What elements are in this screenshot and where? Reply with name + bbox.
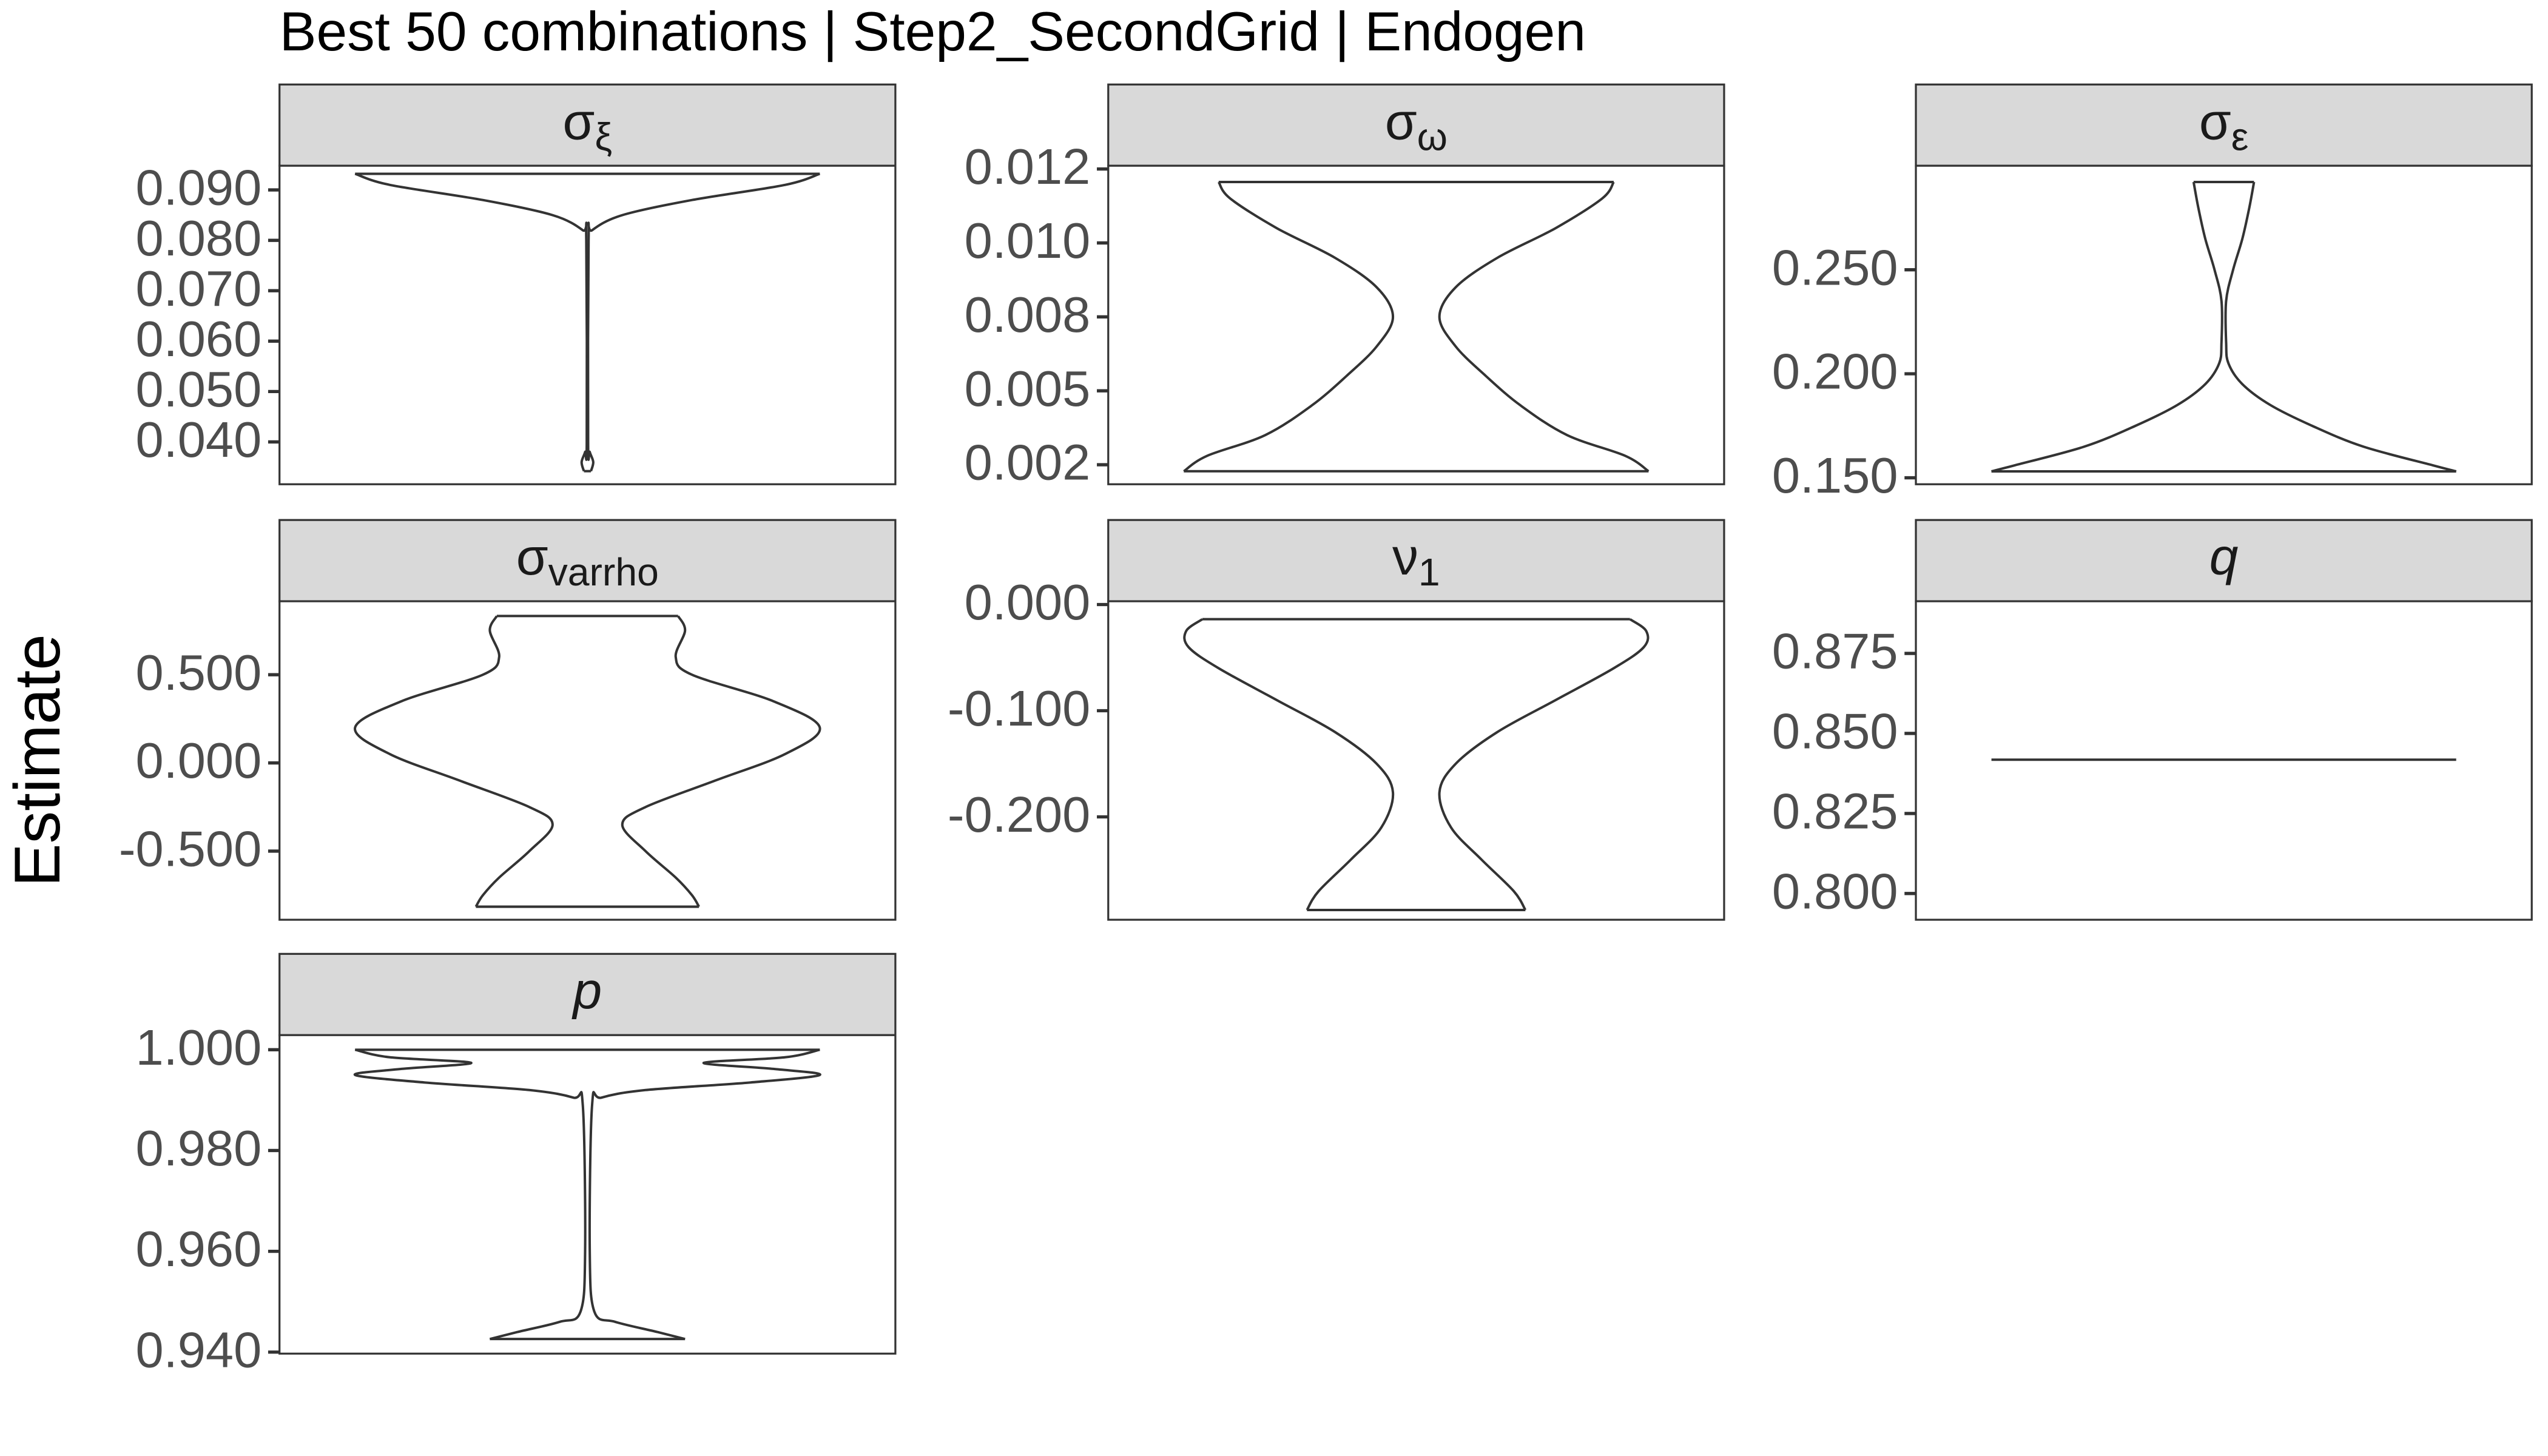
strip-label: ν1	[1392, 528, 1440, 594]
strip	[1107, 519, 1725, 602]
y-tick-label: 0.200	[1772, 343, 1898, 400]
strip-label-main: p	[571, 962, 602, 1020]
y-tick-label: 0.940	[136, 1321, 262, 1378]
violin-half	[1183, 618, 1395, 911]
strip	[1915, 83, 2533, 167]
y-tick-label: 0.010	[965, 212, 1091, 269]
y-tick-label: 0.825	[1772, 783, 1898, 840]
strip-label: σε	[2199, 92, 2249, 158]
violin-half	[353, 1048, 587, 1341]
panel	[1915, 164, 2533, 485]
y-tick-label: 1.000	[136, 1019, 262, 1076]
strip-label-sub: ξ	[595, 115, 612, 158]
strip	[1915, 519, 2533, 602]
y-tick-label: 0.980	[136, 1120, 262, 1176]
y-tick-label: 0.500	[136, 644, 262, 701]
y-tick-label: 0.040	[136, 411, 262, 468]
violin-half	[1438, 618, 1650, 911]
strip	[278, 952, 897, 1036]
y-tick-label: -0.500	[119, 821, 261, 877]
strip-label-sub: 1	[1418, 550, 1440, 594]
violin-half	[354, 615, 554, 908]
y-tick-label: 0.850	[1772, 703, 1898, 760]
y-tick-label: 0.070	[136, 260, 262, 317]
panel	[278, 600, 897, 921]
strip-label-sub: varrho	[548, 550, 659, 594]
strip-label-main: σ	[1385, 92, 1417, 150]
strip-label-main: ν	[1392, 528, 1418, 586]
strip-label-main: σ	[516, 528, 548, 586]
strip-label: σvarrho	[516, 528, 659, 594]
panel	[278, 1034, 897, 1355]
violin-half	[1183, 181, 1395, 473]
strip-label-sub: ε	[2231, 115, 2249, 158]
y-tick-label: 0.250	[1772, 239, 1898, 295]
violin-half	[2224, 181, 2457, 473]
y-tick-label: 0.800	[1772, 863, 1898, 919]
y-tick-label: 0.000	[965, 574, 1091, 630]
violin-half	[621, 615, 821, 908]
y-tick-label: -0.100	[948, 680, 1090, 736]
strip-label: σξ	[562, 92, 612, 158]
y-tick-label: 0.875	[1772, 623, 1898, 679]
y-tick-label: 0.012	[965, 138, 1091, 195]
y-tick-label: 0.060	[136, 311, 262, 367]
y-tick-label: 0.008	[965, 286, 1091, 343]
strip-label: q	[2209, 528, 2239, 586]
violin-half	[354, 172, 588, 472]
y-tick-label: 0.050	[136, 361, 262, 417]
strip	[278, 519, 897, 602]
y-axis-title: Estimate	[1, 634, 73, 887]
y-tick-label: 0.080	[136, 210, 262, 266]
y-tick-label: 0.002	[965, 434, 1091, 491]
violin-half	[1991, 181, 2223, 473]
y-tick-label: 0.000	[136, 732, 262, 789]
chart-title: Best 50 combinations | Step2_SecondGrid …	[280, 1, 1586, 62]
y-tick-label: 0.960	[136, 1221, 262, 1277]
strip-label-sub: ω	[1417, 115, 1448, 158]
violin-half	[1438, 181, 1650, 473]
panel	[1107, 164, 1725, 485]
y-tick-label: 0.150	[1772, 447, 1898, 504]
strip-label-main: σ	[2199, 92, 2231, 150]
strip	[278, 83, 897, 167]
violin-half	[588, 1048, 821, 1341]
y-tick-label: -0.200	[948, 786, 1090, 843]
strip-label-main: q	[2209, 528, 2239, 586]
strip-label-main: σ	[562, 92, 595, 150]
y-tick-label: 0.005	[965, 360, 1091, 417]
strip-label: p	[571, 962, 602, 1020]
y-tick-label: 0.090	[136, 160, 262, 216]
violin-half	[587, 172, 820, 472]
strip-label: σω	[1385, 92, 1448, 158]
panel	[1107, 600, 1725, 921]
